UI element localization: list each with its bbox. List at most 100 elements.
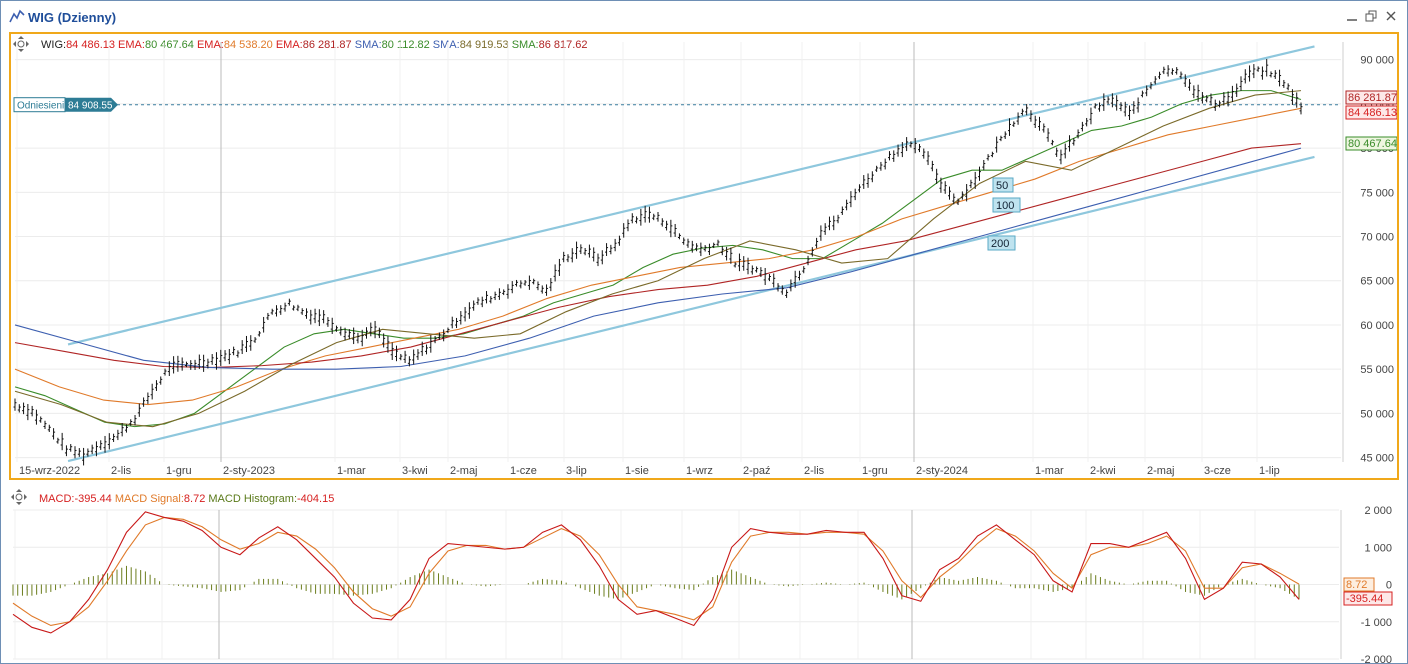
macd-legend: MACD:-395.44 MACD Signal:8.72 MACD Histo… — [39, 493, 334, 505]
y-tick-label: 65 000 — [1360, 276, 1394, 288]
macd-tag-value: 8.72 — [1346, 579, 1367, 591]
price-tag: 84 486.13 — [1345, 105, 1397, 120]
price-tag-box — [1345, 105, 1397, 120]
chart-line-icon — [9, 9, 25, 23]
price-tag: 80 467.64 — [1345, 136, 1397, 151]
ma-tag-box — [992, 197, 1021, 213]
x-tick-label: 2-lis — [804, 465, 825, 477]
legend-item-label: SMA: — [351, 39, 382, 51]
legend-item-value: -395.44 — [74, 493, 112, 505]
legend-item-value: 84 538.20 — [223, 39, 273, 51]
ma-tag-100: 100 — [992, 197, 1021, 213]
ma-tag-box — [992, 177, 1014, 193]
move-handle-icon[interactable] — [11, 489, 27, 505]
ma-line-ema-100 — [14, 107, 1302, 406]
x-tick-label: 2-paź — [743, 465, 771, 477]
minimize-icon[interactable] — [1344, 8, 1360, 24]
x-tick-label: 1-sie — [625, 465, 649, 477]
y-tick-label: 90 000 — [1360, 55, 1394, 67]
macd-histogram — [12, 565, 1300, 600]
legend-item-value: 80 467.64 — [144, 39, 194, 51]
reference-value: 84 908.55 — [68, 101, 113, 112]
restore-icon[interactable] — [1363, 8, 1379, 24]
macd-tag-box — [1343, 577, 1375, 592]
price-tag: 86 281.87 — [1345, 90, 1397, 105]
trend-channel-upper — [67, 45, 1315, 346]
price-tag-box — [1345, 90, 1397, 105]
move-handle-icon[interactable] — [13, 36, 29, 52]
x-tick-label: 3-cze — [1204, 465, 1231, 477]
macd-tag-value: -395.44 — [1346, 593, 1383, 605]
legend-item-label: MACD Histogram: — [205, 493, 298, 505]
x-tick-label: 1-wrz — [686, 465, 713, 477]
x-tick-label: 1-mar — [337, 465, 366, 477]
y-tick-label: 70 000 — [1360, 232, 1394, 244]
y-tick-label: 45 000 — [1360, 453, 1394, 465]
x-tick-label: 2-maj — [450, 465, 478, 477]
legend-item-label: EMA: — [193, 39, 224, 51]
y-tick-label: 60 000 — [1360, 320, 1394, 332]
legend-item-label: EMA: — [115, 39, 145, 51]
macd-chart: 2 000 1 000 0 -1 000 -2 000 8.72 -395.44 — [12, 505, 1393, 663]
price-chart-panel[interactable]: WIG:84 486.13 EMA:80 467.64 EMA:84 538.2… — [9, 32, 1399, 480]
macd-chart-panel[interactable]: MACD:-395.44 MACD Signal:8.72 MACD Histo… — [9, 487, 1399, 663]
x-tick-label: 1-gru — [166, 465, 192, 477]
x-tick-label: 1-gru — [862, 465, 888, 477]
legend-item-label: SMA: — [429, 39, 460, 51]
ma-tag-label: 100 — [996, 200, 1014, 212]
ma-line-ema-200 — [14, 143, 1302, 368]
ma-tag-box — [987, 235, 1016, 251]
legend-item-label: MACD: — [39, 493, 75, 505]
ma-tag-50: 50 — [992, 177, 1014, 193]
y-tick-label: 0 — [1386, 580, 1392, 592]
y-tick-label: 50 000 — [1360, 408, 1394, 420]
y-tick-label: -2 000 — [1361, 654, 1392, 663]
ma-line-ema-50 — [14, 90, 1302, 428]
grid — [15, 42, 1341, 462]
close-icon[interactable] — [1383, 8, 1399, 24]
y-tick-label: 75 000 — [1360, 187, 1394, 199]
ma-line-sma-200 — [14, 147, 1302, 370]
reference-label: Odniesienie — [17, 101, 70, 112]
macd-tag-box — [1343, 591, 1393, 606]
legend-item-label: EMA: — [272, 39, 303, 51]
y-tick-label: -1 000 — [1361, 617, 1392, 629]
legend-item-value: 86 817.62 — [538, 39, 588, 51]
legend-item-value: 86 281.87 — [302, 39, 352, 51]
x-tick-label: 2-maj — [1147, 465, 1175, 477]
ma-tag-200: 200 — [987, 235, 1016, 251]
price-tag-value: 84 486.13 — [1348, 107, 1397, 119]
y-tick-label: 2 000 — [1364, 505, 1392, 517]
ma-line-sma-50 — [14, 90, 1302, 428]
macd-line-macd — [12, 511, 1300, 634]
x-tick-label: 1-mar — [1035, 465, 1064, 477]
price-legend: WIG:84 486.13 EMA:80 467.64 EMA:84 538.2… — [41, 39, 588, 51]
legend-item-label: WIG: — [41, 39, 67, 51]
price-tag-value: 80 467.64 — [1348, 138, 1397, 150]
x-tick-label: 3-kwi — [402, 465, 428, 477]
x-tick-label: 2-lis — [111, 465, 132, 477]
x-tick-label: 2-sty-2023 — [223, 465, 275, 477]
x-tick-label: 2-kwi — [1090, 465, 1116, 477]
ma-tag-label: 200 — [991, 238, 1009, 250]
legend-item-label: MACD Signal: — [111, 493, 184, 505]
window-title: WIG (Dzienny) — [28, 10, 117, 25]
x-tick-label: 15-wrz-2022 — [19, 465, 80, 477]
legend-item-value: -404.15 — [297, 493, 335, 505]
legend-item-label: SMA: — [508, 39, 539, 51]
title-bar: WIG (Dzienny) — [1, 1, 1407, 31]
x-tick-label: 1-cze — [510, 465, 537, 477]
macd-tag: -395.44 — [1343, 591, 1393, 606]
legend-item-value: 84 919.53 — [459, 39, 509, 51]
y-tick-label: 1 000 — [1364, 542, 1392, 554]
x-tick-label: 1-lip — [1259, 465, 1280, 477]
legend-item-value: 8.72 — [183, 493, 206, 505]
ma-tag-label: 50 — [996, 180, 1008, 192]
macd-tag: 8.72 — [1343, 577, 1375, 592]
legend-item-value: 84 486.13 — [66, 39, 115, 51]
y-tick-label: 55 000 — [1360, 364, 1394, 376]
price-tag-value: 86 281.87 — [1348, 92, 1397, 104]
